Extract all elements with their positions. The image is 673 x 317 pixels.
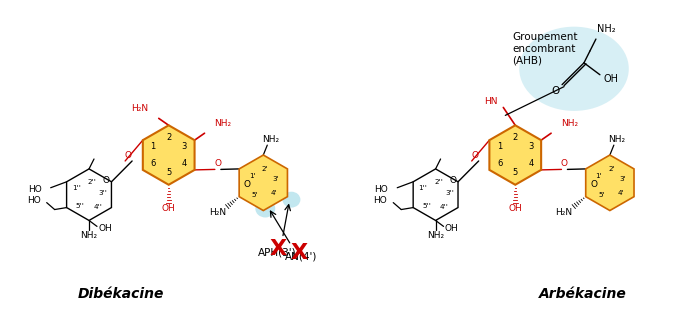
Text: NH₂: NH₂ bbox=[427, 231, 444, 240]
Text: 2'': 2'' bbox=[87, 179, 96, 185]
Ellipse shape bbox=[520, 27, 629, 111]
Text: O: O bbox=[590, 180, 598, 189]
Text: 1': 1' bbox=[249, 173, 256, 179]
Ellipse shape bbox=[255, 200, 275, 217]
Text: OH: OH bbox=[604, 74, 618, 84]
Text: OH: OH bbox=[98, 224, 112, 233]
Text: O: O bbox=[551, 86, 559, 96]
Text: H₂N: H₂N bbox=[131, 104, 148, 113]
Text: HO: HO bbox=[374, 185, 388, 194]
Text: 3'': 3'' bbox=[445, 190, 454, 196]
Text: H₂N: H₂N bbox=[209, 208, 226, 217]
Text: 4: 4 bbox=[182, 159, 187, 168]
Text: 3'': 3'' bbox=[98, 190, 108, 196]
Text: 2': 2' bbox=[608, 166, 615, 172]
Text: O: O bbox=[102, 176, 110, 185]
Polygon shape bbox=[67, 169, 112, 220]
Text: 1: 1 bbox=[151, 142, 155, 151]
Text: 6: 6 bbox=[497, 159, 503, 168]
Text: 5'': 5'' bbox=[422, 203, 431, 209]
Text: O: O bbox=[215, 159, 221, 168]
Text: 2': 2' bbox=[262, 166, 269, 172]
Text: NH₂: NH₂ bbox=[262, 135, 279, 144]
Text: 3': 3' bbox=[619, 176, 626, 182]
Text: 4'': 4'' bbox=[94, 204, 102, 210]
Text: Arbékacine: Arbékacine bbox=[539, 287, 627, 301]
Text: 6: 6 bbox=[151, 159, 156, 168]
Text: H₂N: H₂N bbox=[555, 208, 572, 217]
Text: NH₂: NH₂ bbox=[608, 135, 625, 144]
Polygon shape bbox=[489, 125, 541, 185]
Text: 5: 5 bbox=[166, 168, 172, 177]
Polygon shape bbox=[586, 155, 634, 210]
Text: OH: OH bbox=[445, 224, 458, 233]
Text: O: O bbox=[561, 159, 568, 168]
Polygon shape bbox=[143, 125, 194, 185]
Text: APH(3'): APH(3') bbox=[258, 247, 297, 257]
Text: X: X bbox=[291, 243, 308, 263]
Text: 2: 2 bbox=[166, 133, 172, 142]
Text: 4': 4' bbox=[271, 190, 278, 196]
Text: 3': 3' bbox=[273, 176, 279, 182]
Text: 1'': 1'' bbox=[418, 185, 427, 191]
Text: 3: 3 bbox=[528, 142, 534, 151]
Text: 1: 1 bbox=[497, 142, 502, 151]
Text: OH: OH bbox=[508, 204, 522, 213]
Text: NH₂: NH₂ bbox=[561, 119, 578, 128]
Text: 1': 1' bbox=[596, 173, 602, 179]
Text: 4'': 4'' bbox=[440, 204, 449, 210]
Text: 2'': 2'' bbox=[434, 179, 443, 185]
Text: O: O bbox=[471, 151, 479, 159]
Text: 1'': 1'' bbox=[71, 185, 81, 191]
Polygon shape bbox=[239, 155, 287, 210]
Text: 5'': 5'' bbox=[75, 203, 85, 209]
Text: 5': 5' bbox=[598, 192, 605, 198]
Text: HO: HO bbox=[28, 185, 42, 194]
Text: Groupement
encombrant
(AHB): Groupement encombrant (AHB) bbox=[512, 32, 578, 66]
Text: 4: 4 bbox=[528, 159, 534, 168]
Ellipse shape bbox=[283, 192, 300, 208]
Text: NH₂: NH₂ bbox=[596, 24, 615, 34]
Text: NH₂: NH₂ bbox=[215, 119, 232, 128]
Text: 2: 2 bbox=[513, 133, 518, 142]
Polygon shape bbox=[413, 169, 458, 220]
Text: Dibékacine: Dibékacine bbox=[77, 287, 164, 301]
Text: O: O bbox=[449, 176, 456, 185]
Text: 5: 5 bbox=[513, 168, 518, 177]
Text: 3: 3 bbox=[182, 142, 187, 151]
Text: AN(4'): AN(4') bbox=[285, 251, 318, 261]
Text: 4': 4' bbox=[617, 190, 624, 196]
Text: OH: OH bbox=[162, 204, 176, 213]
Text: HO: HO bbox=[374, 196, 387, 205]
Text: X: X bbox=[270, 239, 287, 259]
Text: HN: HN bbox=[484, 97, 497, 106]
Text: NH₂: NH₂ bbox=[81, 231, 98, 240]
Text: O: O bbox=[244, 180, 251, 189]
Text: HO: HO bbox=[27, 196, 40, 205]
Text: O: O bbox=[125, 151, 132, 159]
Text: 5': 5' bbox=[252, 192, 258, 198]
